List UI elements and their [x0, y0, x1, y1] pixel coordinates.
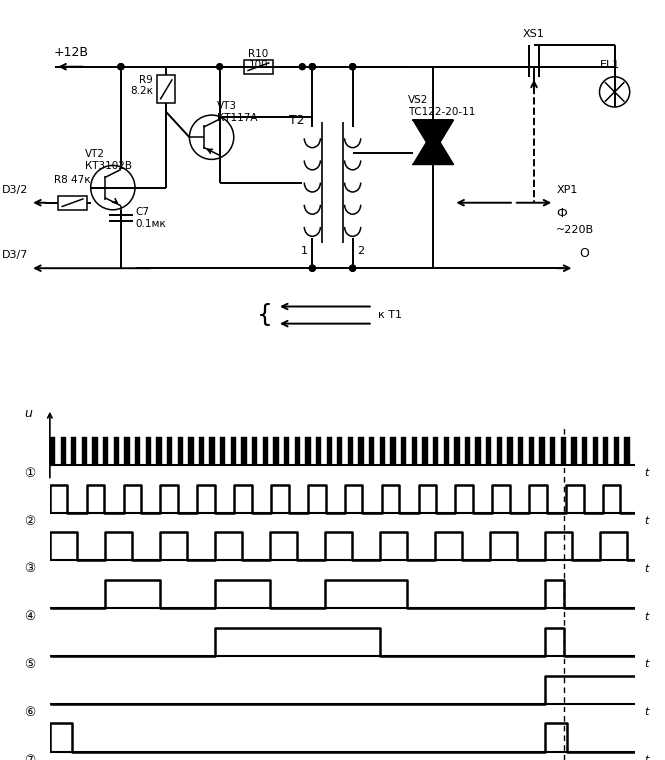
Circle shape	[350, 64, 356, 70]
Text: t: t	[644, 612, 648, 622]
Text: R10
100: R10 100	[248, 49, 269, 70]
Circle shape	[350, 64, 356, 70]
Text: ③: ③	[24, 562, 35, 575]
Text: С7
0.1мк: С7 0.1мк	[135, 207, 166, 229]
Circle shape	[217, 64, 223, 70]
Text: XP1: XP1	[556, 185, 578, 195]
Circle shape	[309, 265, 315, 271]
Text: t: t	[644, 660, 648, 670]
Text: О: О	[579, 247, 589, 260]
Text: D3/7: D3/7	[2, 250, 28, 260]
Circle shape	[350, 265, 356, 271]
Circle shape	[309, 64, 315, 70]
Text: t: t	[644, 468, 648, 478]
Bar	[157, 75, 176, 103]
Text: Ф: Ф	[556, 207, 567, 220]
Polygon shape	[413, 120, 454, 154]
Circle shape	[309, 265, 315, 271]
Text: T2: T2	[289, 114, 305, 127]
Text: ①: ①	[24, 467, 35, 480]
Text: XS1: XS1	[523, 30, 545, 40]
Text: к Т1: к Т1	[378, 310, 402, 320]
Text: VT2
КТ3102В: VT2 КТ3102В	[84, 149, 132, 171]
Text: t: t	[644, 755, 648, 760]
Text: ⑥: ⑥	[24, 706, 35, 719]
Circle shape	[118, 64, 124, 70]
Text: R8 47к: R8 47к	[55, 175, 91, 185]
Polygon shape	[413, 131, 454, 164]
Text: t: t	[644, 708, 648, 717]
Polygon shape	[50, 437, 635, 465]
Text: R9
8.2к: R9 8.2к	[130, 74, 153, 97]
Bar	[244, 59, 273, 74]
Text: EL1: EL1	[599, 60, 620, 70]
Text: VT3
КТ117А: VT3 КТ117А	[217, 101, 257, 122]
Circle shape	[350, 265, 356, 271]
Text: u: u	[25, 407, 33, 420]
Text: VS2
ТС122-20-11: VS2 ТС122-20-11	[408, 95, 475, 116]
Text: ④: ④	[24, 610, 35, 623]
Text: ②: ②	[24, 515, 35, 527]
Text: t: t	[644, 516, 648, 526]
Text: t: t	[644, 564, 648, 574]
Text: {: {	[257, 303, 273, 327]
Circle shape	[118, 64, 124, 70]
Text: ⑤: ⑤	[24, 658, 35, 671]
Text: ~220В: ~220В	[556, 225, 595, 235]
Text: +12В: +12В	[53, 46, 88, 59]
Text: D3/2: D3/2	[2, 185, 28, 195]
Text: 2: 2	[357, 246, 364, 256]
Circle shape	[309, 64, 315, 70]
Bar	[59, 195, 86, 210]
Text: 1: 1	[301, 246, 308, 256]
Text: ⑦: ⑦	[24, 753, 35, 760]
Circle shape	[299, 64, 305, 70]
